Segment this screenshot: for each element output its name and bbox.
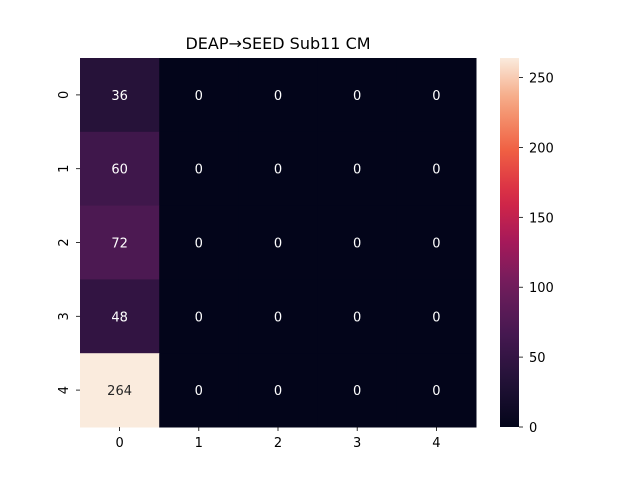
cell-value-label: 0 bbox=[353, 89, 361, 104]
cell-value-label: 264 bbox=[107, 384, 132, 399]
cell-value-label: 36 bbox=[111, 89, 128, 104]
cell-value-label: 0 bbox=[195, 384, 203, 399]
y-axis: 0 1 2 3 4 bbox=[57, 91, 80, 394]
heatmap-cell bbox=[80, 205, 160, 280]
heatmap-cell bbox=[159, 131, 239, 207]
cell-value-label: 0 bbox=[195, 163, 203, 178]
heatmap-cell bbox=[238, 131, 319, 207]
heatmap-cells: 36 0 0 0 0 60 0 0 0 0 72 0 0 0 0 48 0 0 0 0 264 0 0 0 0 bbox=[80, 58, 477, 428]
heatmap-cell bbox=[238, 205, 319, 280]
heatmap-cell bbox=[159, 58, 239, 133]
chart-title: DEAP→SEED Sub11 CM bbox=[185, 34, 370, 53]
x-tick-label: 3 bbox=[353, 436, 361, 451]
y-tick-label: 1 bbox=[57, 165, 72, 173]
cell-value-label: 0 bbox=[353, 163, 361, 178]
cell-value-label: 0 bbox=[353, 310, 361, 325]
cell-value-label: 0 bbox=[274, 163, 282, 178]
cell-value-label: 0 bbox=[195, 89, 203, 104]
colorbar-gradient bbox=[500, 58, 519, 427]
heatmap-cell bbox=[396, 205, 477, 280]
heatmap-cell bbox=[80, 131, 160, 207]
heatmap-cell bbox=[396, 131, 477, 207]
heatmap-cell bbox=[396, 353, 477, 428]
x-tick-label: 4 bbox=[432, 436, 440, 451]
cell-value-label: 0 bbox=[432, 310, 440, 325]
heatmap-cell bbox=[80, 279, 160, 354]
cell-value-label: 72 bbox=[111, 237, 128, 252]
heatmap-cell bbox=[159, 279, 239, 354]
cell-value-label: 0 bbox=[274, 89, 282, 104]
heatmap-cell bbox=[238, 58, 319, 133]
colorbar-tick-label: 250 bbox=[529, 72, 554, 87]
y-tick-label: 0 bbox=[57, 91, 72, 99]
heatmap-cell bbox=[317, 353, 398, 428]
cell-value-label: 48 bbox=[111, 310, 128, 325]
x-tick-label: 2 bbox=[274, 436, 282, 451]
heatmap-cell bbox=[238, 353, 319, 428]
heatmap-cell bbox=[317, 205, 398, 280]
x-tick-label: 1 bbox=[195, 436, 203, 451]
cell-value-label: 0 bbox=[432, 89, 440, 104]
colorbar-tick-label: 50 bbox=[529, 351, 546, 366]
heatmap-cell bbox=[238, 279, 319, 354]
heatmap-cell bbox=[159, 353, 239, 428]
heatmap-cell bbox=[396, 279, 477, 354]
y-tick-label: 3 bbox=[57, 312, 72, 320]
cell-value-label: 0 bbox=[274, 310, 282, 325]
cell-value-label: 0 bbox=[274, 384, 282, 399]
heatmap-cell bbox=[317, 279, 398, 354]
cell-value-label: 0 bbox=[353, 237, 361, 252]
cell-value-label: 0 bbox=[353, 384, 361, 399]
cell-value-label: 0 bbox=[432, 163, 440, 178]
heatmap-cell bbox=[80, 58, 160, 133]
heatmap-cell bbox=[159, 205, 239, 280]
y-tick-label: 2 bbox=[57, 238, 72, 246]
cell-value-label: 0 bbox=[432, 384, 440, 399]
colorbar-tick-label: 0 bbox=[529, 421, 537, 436]
cell-value-label: 0 bbox=[274, 237, 282, 252]
x-axis: 0 1 2 3 4 bbox=[115, 427, 441, 451]
y-tick-label: 4 bbox=[57, 386, 72, 394]
colorbar-tick-label: 200 bbox=[529, 141, 554, 156]
colorbar-tick-label: 150 bbox=[529, 211, 554, 226]
x-tick-label: 0 bbox=[115, 436, 123, 451]
cell-value-label: 0 bbox=[432, 237, 440, 252]
heatmap-cell bbox=[317, 58, 398, 133]
cell-value-label: 60 bbox=[111, 163, 128, 178]
cell-value-label: 0 bbox=[195, 237, 203, 252]
colorbar: 0 50 100 150 200 250 bbox=[500, 58, 554, 436]
heatmap-cell bbox=[317, 131, 398, 207]
heatmap-cell bbox=[80, 353, 160, 428]
heatmap-cell bbox=[396, 58, 477, 133]
cell-value-label: 0 bbox=[195, 310, 203, 325]
colorbar-tick-label: 100 bbox=[529, 281, 554, 296]
